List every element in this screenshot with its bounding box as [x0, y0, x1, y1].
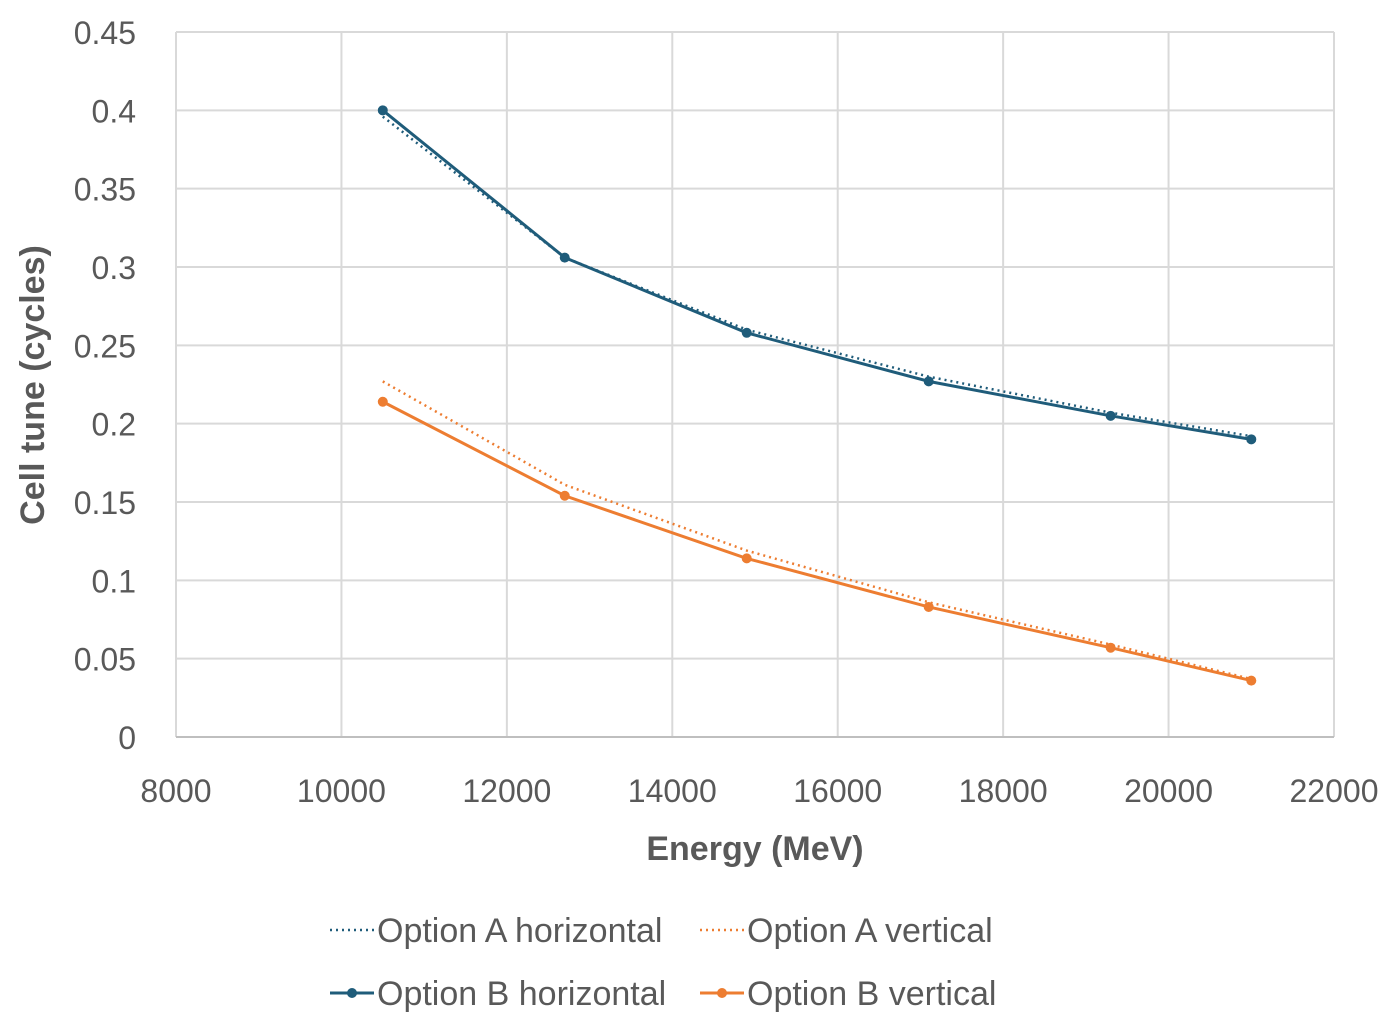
- y-axis-label: Cell tune (cycles): [14, 245, 52, 525]
- y-tick-label: 0.3: [92, 250, 136, 286]
- legend-label: Option B horizontal: [377, 975, 666, 1013]
- y-tick-label: 0.35: [74, 172, 136, 208]
- legend: Option A horizontal Option A vertical Opti…: [330, 912, 996, 1013]
- grid: [175, 31, 1335, 738]
- series-option-a-horizontal: [382, 115, 1252, 438]
- data-point: [741, 553, 752, 564]
- y-tick-label: 0.45: [74, 15, 136, 51]
- series-line: [381, 109, 1252, 441]
- data-point: [1246, 434, 1257, 445]
- legend-item: Option B vertical: [700, 975, 996, 1013]
- legend-item: Option A horizontal: [330, 912, 662, 950]
- legend-label: Option A vertical: [747, 912, 993, 950]
- legend-label: Option B vertical: [747, 975, 996, 1013]
- x-tick-label: 10000: [297, 773, 386, 809]
- series-option-a-vertical: [382, 380, 1252, 681]
- y-tick-label: 0.25: [74, 328, 136, 364]
- series-line: [382, 115, 1252, 438]
- y-tick-label: 0.4: [92, 93, 136, 129]
- x-tick-label: 22000: [1290, 773, 1379, 809]
- legend-marker: [347, 988, 357, 998]
- y-tick-label: 0: [118, 720, 136, 756]
- y-tick-label: 0.05: [74, 642, 136, 678]
- series-line: [382, 400, 1252, 683]
- data-point: [559, 490, 570, 501]
- data-point: [1105, 410, 1116, 421]
- y-tick-label: 0.1: [92, 563, 136, 599]
- data-point: [923, 376, 934, 387]
- legend-item: Option A vertical: [700, 912, 993, 950]
- data-point: [377, 396, 388, 407]
- x-axis-label: Energy (MeV): [646, 830, 863, 868]
- axes: 0 0.05 0.1 0.15 0.2 0.25 0.3 0.35 0.4 0.45 8000 100…: [74, 15, 1379, 809]
- data-point: [741, 327, 752, 338]
- data-point: [559, 252, 570, 263]
- series-group: [377, 105, 1257, 686]
- y-tick-label: 0.2: [92, 407, 136, 443]
- series-line: [382, 380, 1252, 681]
- series-option-b-vertical: [377, 396, 1257, 686]
- x-tick-label: 8000: [140, 773, 211, 809]
- data-point: [377, 105, 388, 116]
- legend-label: Option A horizontal: [377, 912, 662, 950]
- series-option-b-horizontal: [377, 105, 1257, 445]
- legend-item: Option B horizontal: [330, 975, 666, 1013]
- legend-marker: [717, 988, 727, 998]
- y-tick-label: 0.15: [74, 485, 136, 521]
- x-tick-label: 20000: [1124, 773, 1213, 809]
- data-point: [1246, 675, 1257, 686]
- data-point: [1105, 642, 1116, 653]
- data-point: [923, 601, 934, 612]
- x-tick-label: 12000: [462, 773, 551, 809]
- x-tick-label: 14000: [628, 773, 717, 809]
- x-tick-label: 16000: [793, 773, 882, 809]
- x-tick-label: 18000: [959, 773, 1048, 809]
